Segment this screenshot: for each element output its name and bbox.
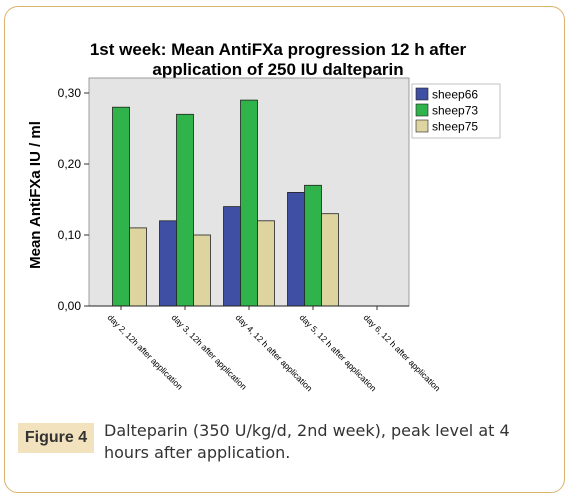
y-tick-label: 0,00: [58, 299, 82, 313]
y-axis: 0,00 0,10 0,20 0,30: [58, 86, 89, 313]
bar-sheep73: [304, 184, 322, 307]
bar-sheep75: [321, 213, 339, 307]
legend-label: sheep73: [432, 104, 478, 118]
bar-sheep66: [287, 191, 305, 307]
y-tick-label: 0,20: [58, 157, 82, 171]
legend-swatch: [415, 87, 429, 101]
bar-sheep75: [193, 234, 211, 307]
legend-swatch: [415, 103, 429, 117]
legend-swatch: [415, 119, 429, 133]
bars: [89, 99, 409, 307]
bar-sheep73: [176, 113, 194, 307]
bar-sheep73: [240, 99, 258, 307]
chart-title-line-1: 1st week: Mean AntiFXa progression 12 h …: [90, 40, 467, 59]
figure-caption: Dalteparin (350 U/kg/d, 2nd week), peak …: [104, 421, 510, 462]
bar-sheep66: [159, 220, 177, 307]
bar-sheep75: [257, 220, 275, 307]
legend-label: sheep75: [432, 120, 478, 134]
bar-sheep75: [129, 227, 147, 307]
bar-sheep73: [112, 106, 130, 307]
y-tick-label: 0,30: [58, 86, 82, 100]
x-tick-label: day 2, 12h after application: [106, 312, 185, 391]
chart-title-line-2: application of 250 IU dalteparin: [152, 60, 403, 79]
bar-sheep66: [223, 206, 241, 307]
y-tick-label: 0,10: [58, 228, 82, 242]
legend-label: sheep66: [432, 88, 478, 102]
legend: sheep66 sheep73 sheep75: [415, 87, 478, 134]
figure-tag: Figure 4: [18, 423, 94, 453]
y-axis-label: Mean AntiFXa IU / ml: [27, 121, 44, 269]
